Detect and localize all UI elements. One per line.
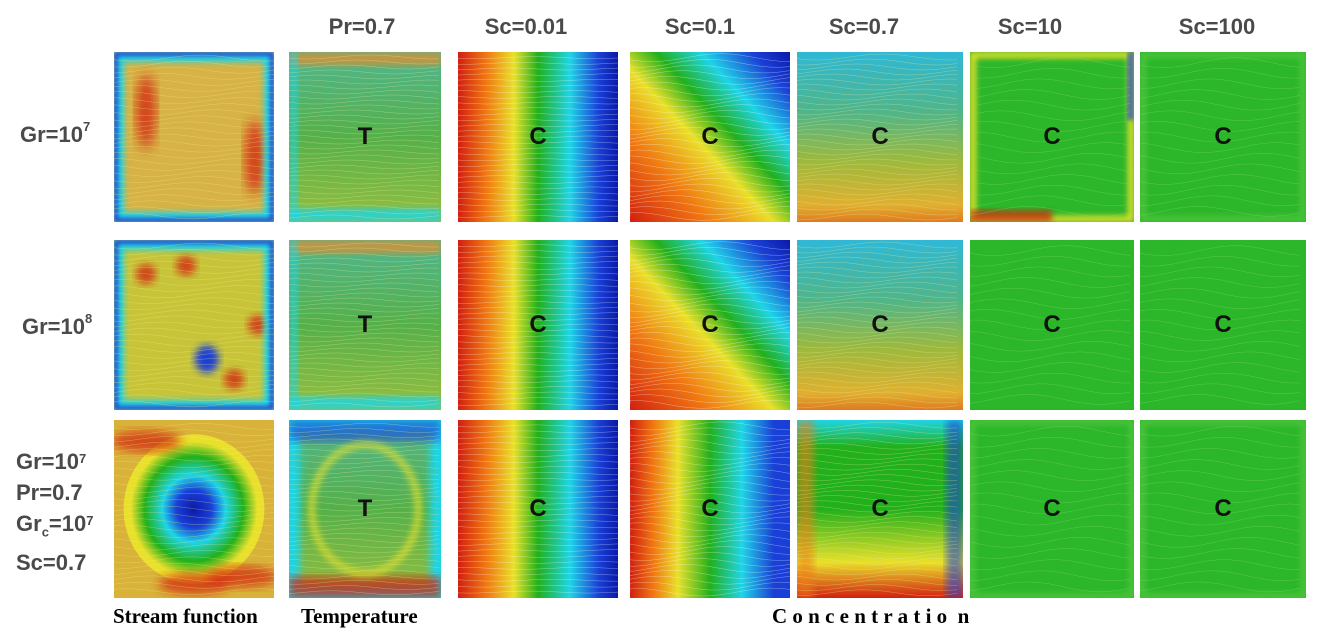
contour-panel-concentration-sc01-row1: C bbox=[630, 52, 790, 222]
contour-panel-temperature-row2: T bbox=[289, 240, 441, 410]
contour-plot bbox=[458, 240, 618, 410]
contour-plot bbox=[1140, 240, 1306, 410]
contour-plot bbox=[970, 52, 1134, 222]
contour-plot bbox=[1140, 420, 1306, 598]
contour-plot bbox=[289, 420, 441, 598]
contour-plot bbox=[289, 240, 441, 410]
contour-panel-concentration-sc01-row2: C bbox=[630, 240, 790, 410]
contour-panel-stream-function-row3 bbox=[114, 420, 274, 598]
contour-panel-concentration-sc07-row2: C bbox=[797, 240, 963, 410]
col-header-sc07: Sc=0.7 bbox=[828, 14, 900, 39]
col-header-sc10: Sc=10 bbox=[997, 14, 1063, 39]
contour-panel-stream-function-row2 bbox=[114, 240, 274, 410]
contour-panel-concentration-sc001-row3: C bbox=[458, 420, 618, 598]
contour-panel-concentration-sc07-row3: C bbox=[797, 420, 963, 598]
row-label-combined: Gr=107 Pr=0.7 Grc=107 Sc=0.7 bbox=[16, 449, 94, 576]
contour-plot bbox=[970, 240, 1134, 410]
contour-panel-concentration-sc10-row3: C bbox=[970, 420, 1134, 598]
contour-panel-concentration-sc100-row2: C bbox=[1140, 240, 1306, 410]
contour-plot bbox=[630, 420, 790, 598]
contour-plot bbox=[797, 240, 963, 410]
contour-plot bbox=[797, 420, 963, 598]
contour-plot bbox=[630, 52, 790, 222]
row-label-gr1e7: Gr=107 bbox=[20, 119, 91, 147]
contour-panel-temperature-row1: T bbox=[289, 52, 441, 222]
contour-panel-concentration-sc01-row3: C bbox=[630, 420, 790, 598]
label-stream-function: Stream function bbox=[113, 604, 258, 628]
contour-plot bbox=[114, 240, 274, 410]
label-concentration: C o n c e n t r a t i o n bbox=[772, 604, 970, 628]
contour-plot bbox=[797, 52, 963, 222]
contour-panel-concentration-sc100-row1: C bbox=[1140, 52, 1306, 222]
contour-plot bbox=[1140, 52, 1306, 222]
contour-plot bbox=[289, 52, 441, 222]
contour-panel-concentration-sc10-row2: C bbox=[970, 240, 1134, 410]
contour-panel-concentration-sc07-row1: C bbox=[797, 52, 963, 222]
contour-panel-concentration-sc10-row1: C bbox=[970, 52, 1134, 222]
contour-panel-stream-function-row1 bbox=[114, 52, 274, 222]
contour-plot bbox=[458, 420, 618, 598]
row-label-gr1e8: Gr=108 bbox=[22, 311, 93, 339]
col-header-sc01: Sc=0.1 bbox=[664, 14, 736, 39]
contour-panel-concentration-sc001-row2: C bbox=[458, 240, 618, 410]
contour-plot bbox=[970, 420, 1134, 598]
contour-plot bbox=[630, 240, 790, 410]
contour-plot bbox=[114, 420, 274, 598]
contour-plot bbox=[114, 52, 274, 222]
contour-panel-concentration-sc100-row3: C bbox=[1140, 420, 1306, 598]
col-header-sc100: Sc=100 bbox=[1178, 14, 1256, 39]
col-header-sc001: Sc=0.01 bbox=[484, 14, 568, 39]
contour-panel-temperature-row3: T bbox=[289, 420, 441, 598]
contour-panel-concentration-sc001-row1: C bbox=[458, 52, 618, 222]
contour-plot bbox=[458, 52, 618, 222]
label-temperature: Temperature bbox=[301, 604, 418, 628]
col-header-pr07: Pr=0.7 bbox=[328, 14, 396, 39]
